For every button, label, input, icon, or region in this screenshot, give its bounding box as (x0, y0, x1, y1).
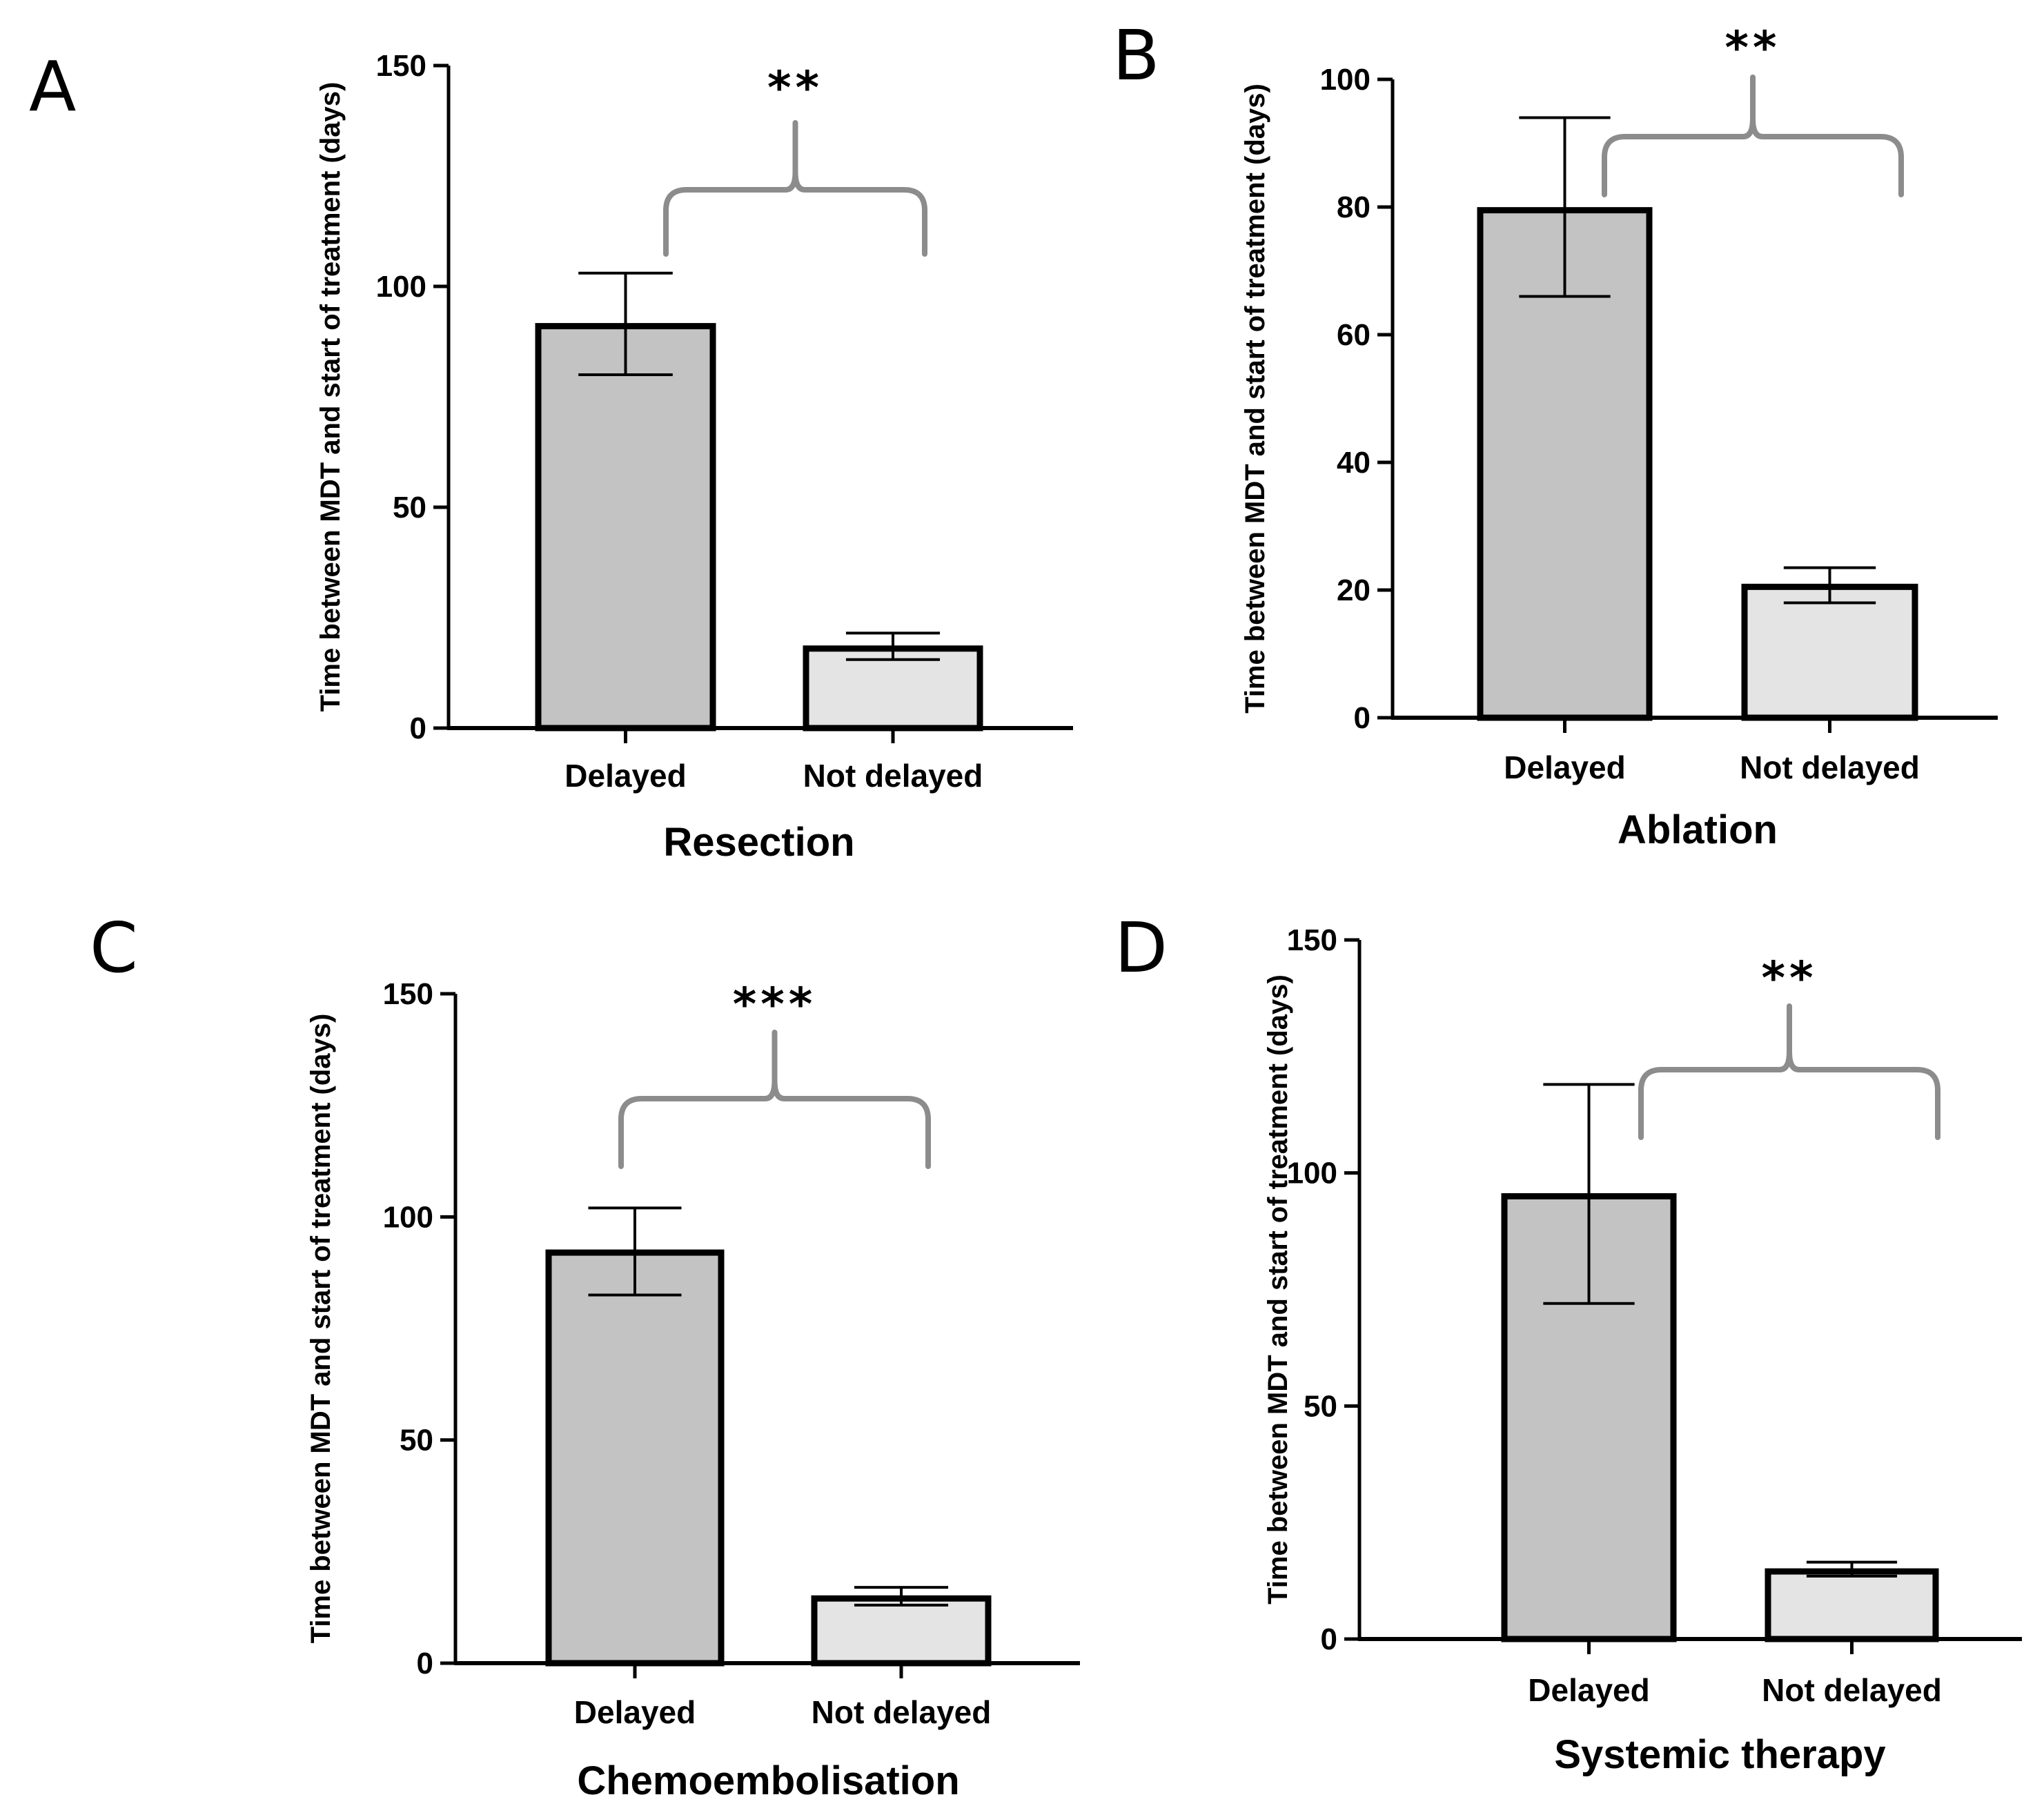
significance-label: ** (1724, 21, 1780, 75)
x-category-label: Not delayed (1762, 1672, 1942, 1708)
significance-brace (1602, 75, 1904, 197)
y-tick-label: 20 (1337, 573, 1370, 607)
significance-label: *** (733, 978, 817, 1031)
chart-panel-d: D Time between MDT and start of treatment… (1114, 908, 2022, 1777)
y-axis-title: Time between MDT and start of treatment … (315, 82, 346, 712)
significance-brace (1638, 1003, 1940, 1140)
y-tick-label: 150 (1287, 923, 1337, 957)
panel-letter: C (90, 908, 138, 988)
significance-brace (663, 120, 927, 257)
x-category-label: Not delayed (803, 758, 983, 794)
y-tick-label: 100 (376, 270, 426, 304)
y-tick-label: 50 (393, 491, 426, 524)
y-axis-title: Time between MDT and start of treatment … (306, 1014, 336, 1644)
significance-label: ** (1761, 952, 1817, 1005)
panel-letter: D (1114, 908, 1168, 988)
panel-letter: B (1112, 15, 1160, 96)
significance-label: ** (767, 61, 823, 115)
x-category-label: Not delayed (1740, 749, 1920, 785)
chart-panel-a: A Time between MDT and start of treatment… (29, 46, 1073, 865)
y-tick-label: 150 (383, 977, 433, 1011)
y-tick-label: 50 (400, 1424, 433, 1458)
chart-panel-c: C Time between MDT and start of treatment… (90, 908, 1080, 1803)
y-tick-label: 40 (1337, 446, 1370, 480)
y-tick-label: 60 (1337, 318, 1370, 352)
panel-letter: A (29, 46, 76, 127)
y-tick-label: 0 (1354, 701, 1370, 735)
bar-not-delayed (803, 645, 983, 732)
y-tick-label: 80 (1337, 190, 1370, 224)
y-tick-label: 50 (1304, 1389, 1337, 1423)
bar-delayed (1501, 1193, 1677, 1642)
significance-brace (618, 1030, 931, 1169)
y-tick-label: 100 (383, 1200, 433, 1234)
x-axis-title: Resection (663, 820, 854, 865)
x-category-label: Delayed (1528, 1672, 1649, 1708)
y-tick-label: 0 (417, 1647, 433, 1680)
chart-panel-b: B Time between MDT and start of treatment… (1112, 15, 1998, 852)
bar-not-delayed (1741, 583, 1918, 721)
y-axis-title: Time between MDT and start of treatment … (1263, 974, 1293, 1605)
y-axis-title: Time between MDT and start of treatment … (1240, 84, 1270, 714)
y-tick-label: 100 (1320, 63, 1370, 97)
x-axis-title: Systemic therapy (1554, 1732, 1885, 1777)
y-tick-label: 0 (410, 712, 426, 745)
bar-delayed (545, 1249, 725, 1667)
y-tick-label: 0 (1321, 1622, 1337, 1656)
x-axis-title: Ablation (1618, 807, 1778, 852)
x-category-label: Not delayed (812, 1694, 992, 1730)
bar-not-delayed (811, 1595, 992, 1667)
bar-delayed (535, 323, 716, 732)
y-tick-label: 150 (376, 49, 426, 83)
y-tick-label: 100 (1287, 1157, 1337, 1190)
bar-not-delayed (1765, 1568, 1939, 1642)
x-category-label: Delayed (564, 758, 686, 794)
x-category-label: Delayed (574, 1694, 696, 1730)
x-axis-title: Chemoembolisation (577, 1758, 959, 1803)
x-category-label: Delayed (1504, 749, 1625, 785)
